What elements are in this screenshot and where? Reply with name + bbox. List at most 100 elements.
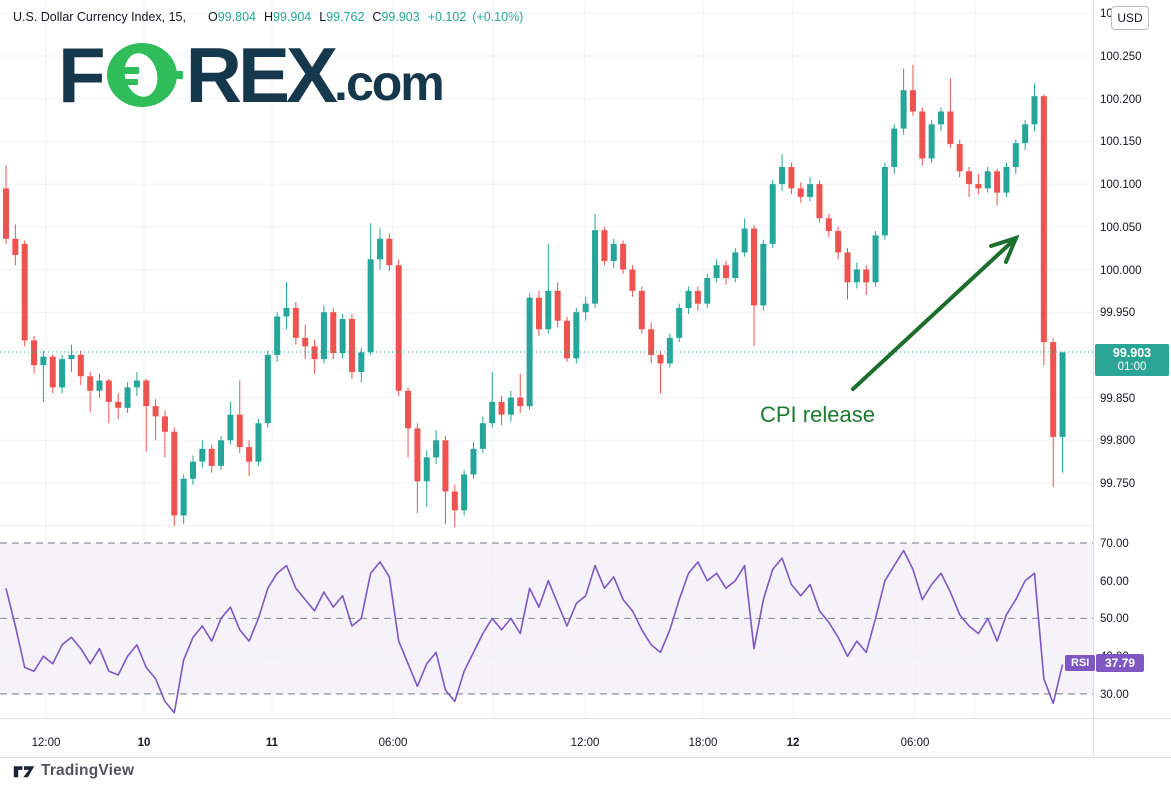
candle-body <box>592 230 599 304</box>
candle-body <box>161 416 168 432</box>
candle-body <box>405 390 412 429</box>
candle-body <box>442 440 449 492</box>
low-label: L <box>319 10 327 24</box>
candle-body <box>928 124 935 159</box>
price-axis-label: 99.750 <box>1100 478 1135 490</box>
last-price-value: 99.903 <box>1112 346 1152 360</box>
high-value: 99.904 <box>273 10 312 24</box>
rsi-line <box>5 549 1064 714</box>
candle-body <box>124 387 131 408</box>
low-value: 99.762 <box>326 10 365 24</box>
candle-body <box>395 265 402 391</box>
time-axis-label: 12:00 <box>32 737 61 749</box>
candle-body <box>218 440 225 466</box>
candle-body <box>564 320 570 359</box>
candle-body <box>984 171 991 189</box>
time-axis-label: 12:00 <box>571 737 600 749</box>
candle-body <box>872 235 879 283</box>
candle-body <box>236 414 243 448</box>
candle-body <box>769 184 776 244</box>
price-axis[interactable]: 100.300100.250100.200100.150100.100100.0… <box>1100 8 1142 490</box>
candle-body <box>629 269 636 291</box>
tradingview-logo-icon <box>13 766 35 778</box>
candle-body <box>610 243 617 261</box>
candle-body <box>68 354 75 360</box>
candle-body <box>1050 342 1057 437</box>
candle-body <box>433 440 440 458</box>
candle-body <box>133 380 140 388</box>
candle-body <box>498 401 505 415</box>
candle-body <box>152 406 159 417</box>
candle-body <box>171 431 178 516</box>
rsi-axis-label: 50.00 <box>1100 613 1129 625</box>
candle-body <box>535 297 542 330</box>
candle-body <box>881 167 888 236</box>
candle-body <box>620 243 627 270</box>
high-label: H <box>263 10 273 24</box>
candle-body <box>180 478 187 516</box>
tradingview-attribution[interactable]: TradingView <box>13 762 134 780</box>
candle-body <box>302 337 309 347</box>
candle-body <box>863 269 870 283</box>
candle-body <box>648 329 655 355</box>
time-axis[interactable]: 12:00 10 11 06:00 12:00 18:00 12 06:00 <box>32 737 930 749</box>
candle-body <box>292 307 299 338</box>
candle-body <box>975 184 982 189</box>
candle-body <box>573 312 580 359</box>
rsi-level-lines <box>0 542 1093 695</box>
last-price-badge: 99.903 01:00 <box>1095 344 1169 376</box>
candle-body <box>59 359 66 388</box>
candle-body <box>732 252 739 279</box>
candle-body <box>358 352 365 372</box>
time-axis-label: 18:00 <box>689 737 718 749</box>
price-axis-label: 100.200 <box>1100 94 1142 106</box>
candle-body <box>246 447 253 462</box>
candle-body <box>470 448 477 475</box>
candle-body <box>115 401 122 408</box>
time-axis-label: 06:00 <box>901 737 930 749</box>
candle-body <box>377 238 383 260</box>
price-axis-label: 100.050 <box>1100 222 1142 234</box>
candle-body <box>507 397 514 415</box>
bar-countdown: 01:00 <box>1117 361 1147 373</box>
price-axis-label: 99.850 <box>1100 393 1135 405</box>
symbol-title[interactable]: U.S. Dollar Currency Index, 15, <box>13 10 186 24</box>
currency-unit-button[interactable]: USD <box>1111 6 1149 30</box>
cpi-annotation-text[interactable]: CPI release <box>760 402 875 427</box>
candle-body <box>966 171 973 185</box>
candle-body <box>779 167 786 185</box>
candle-body <box>49 356 56 388</box>
candle-body <box>311 346 318 360</box>
candle-body <box>751 228 757 306</box>
candle-body <box>1022 124 1029 144</box>
candle-body <box>526 297 533 407</box>
candle-body <box>1003 167 1010 193</box>
rsi-label-badge[interactable]: RSI <box>1065 655 1096 671</box>
time-axis-label: 10 <box>138 737 151 749</box>
price-axis-label: 100.100 <box>1100 179 1142 191</box>
candle-body <box>807 184 814 197</box>
candle-body <box>694 290 701 304</box>
candle-body <box>348 319 355 372</box>
pane-borders <box>0 0 1171 758</box>
time-axis-label: 06:00 <box>379 737 408 749</box>
candle-body <box>994 171 1001 193</box>
candle-body <box>461 474 468 511</box>
rsi-axis-label: 60.00 <box>1100 576 1129 588</box>
candle-body <box>386 238 393 266</box>
candle-body <box>909 90 916 112</box>
cpi-arrow[interactable] <box>851 234 1020 391</box>
forex-logo-f: F <box>58 31 106 119</box>
candle-body <box>554 290 561 321</box>
candle-body <box>40 356 47 366</box>
candle-body <box>283 307 290 317</box>
candle-body <box>3 188 9 239</box>
candle-body <box>264 354 271 424</box>
candle-body <box>96 380 103 391</box>
candle-body <box>938 111 944 125</box>
rsi-axis-label: 30.00 <box>1100 689 1129 701</box>
change-percent: (+0.10%) <box>472 10 524 24</box>
tradingview-logo-text: TradingView <box>41 762 135 779</box>
